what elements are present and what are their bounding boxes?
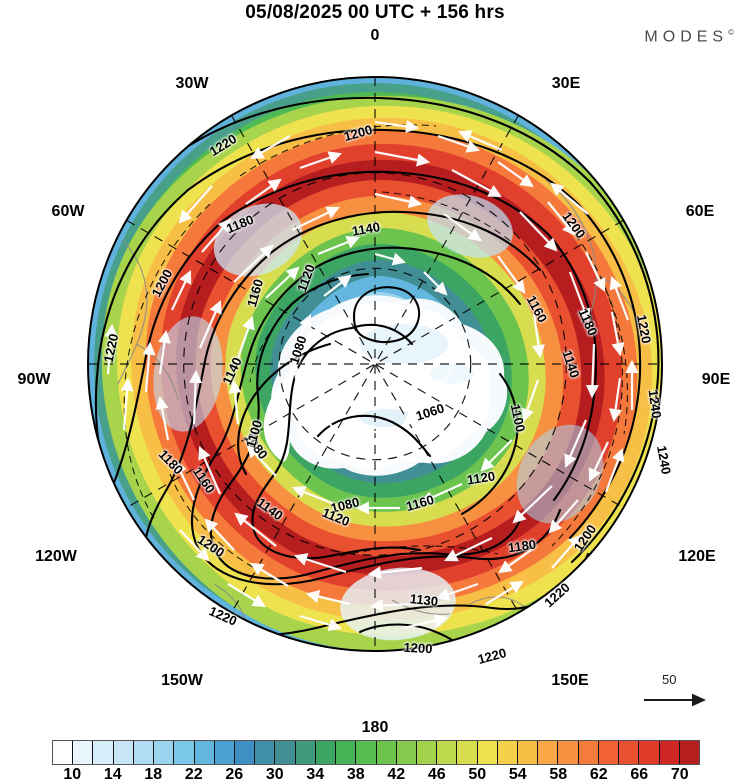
colorbar-cell xyxy=(295,741,316,764)
colorbar-tick: 30 xyxy=(265,766,284,783)
colorbar-tick: 50 xyxy=(468,766,487,783)
reference-vector: 50 xyxy=(640,672,730,712)
longitude-label: 60W xyxy=(51,203,85,220)
colorbar-cell xyxy=(73,741,94,764)
colorbar-cell xyxy=(457,741,478,764)
longitude-label: 90E xyxy=(701,371,731,388)
colorbar-tick-labels: 10 14 18 22 26 30 34 38 42 46 50 54 58 62 66 70 xyxy=(52,765,700,783)
colorbar-cell xyxy=(396,741,417,764)
colorbar: 10 14 18 22 26 30 34 38 42 46 50 54 58 62 66 70 xyxy=(52,740,700,783)
colorbar-tick: 58 xyxy=(549,766,568,783)
colorbar-cell xyxy=(315,741,337,764)
longitude-label: 120W xyxy=(35,548,77,565)
colorbar-tick: 70 xyxy=(670,766,689,783)
colorbar-tick: 14 xyxy=(103,766,122,783)
reference-vector-label: 50 xyxy=(662,672,677,687)
colorbar-cell xyxy=(93,741,114,764)
copyright-mark: © xyxy=(728,28,734,37)
colorbar-cell xyxy=(679,741,699,764)
colorbar-cell xyxy=(275,741,296,764)
colorbar-cell xyxy=(497,741,519,764)
map-shading-group xyxy=(88,77,662,651)
colorbar-cell xyxy=(578,741,599,764)
longitude-label: 150E xyxy=(551,672,589,689)
colorbar-cell xyxy=(214,741,235,764)
colorbar-cell xyxy=(356,741,377,764)
longitude-label: 90W xyxy=(17,371,51,388)
globe-outline xyxy=(87,76,663,652)
colorbar-cell xyxy=(619,741,640,764)
colorbar-cell xyxy=(376,741,397,764)
colorbar-tick: 26 xyxy=(225,766,244,783)
colorbar-cell xyxy=(255,741,276,764)
colorbar-tick: 54 xyxy=(508,766,527,783)
colorbar-cell xyxy=(598,741,620,764)
colorbar-tick: 18 xyxy=(144,766,163,783)
colorbar-tick: 38 xyxy=(346,766,365,783)
colorbar-cell xyxy=(113,741,134,764)
longitude-label: 180 xyxy=(361,719,389,736)
colorbar-cell xyxy=(477,741,498,764)
wind-vectors xyxy=(104,119,639,632)
colorbar-tick: 46 xyxy=(427,766,446,783)
longitude-label: 30W xyxy=(175,75,209,92)
colorbar-cell xyxy=(194,741,215,764)
contour-label: 1200 xyxy=(403,639,433,657)
colorbar-tick: 62 xyxy=(589,766,608,783)
colorbar-cell xyxy=(558,741,579,764)
colorbar-cell xyxy=(234,741,256,764)
colorbar-tick: 66 xyxy=(630,766,649,783)
colorbar-cell xyxy=(174,741,195,764)
colorbar-cell xyxy=(154,741,175,764)
longitude-label: 0 xyxy=(370,27,380,44)
colorbar-cell xyxy=(437,741,458,764)
polar-map-panel: 1060 1080 1080 1080 1100 1100 1120 1120 1120 1130… xyxy=(0,27,750,736)
colorbar-cell xyxy=(416,741,438,764)
modes-logo: MODES© xyxy=(644,28,734,46)
colorbar-tick: 42 xyxy=(387,766,406,783)
longitude-label: 120E xyxy=(678,548,716,565)
colorbar-cell xyxy=(538,741,559,764)
brand-text: MODES xyxy=(644,28,729,46)
colorbar-tick: 10 xyxy=(63,766,82,783)
contour-label: 1130 xyxy=(409,591,439,609)
colorbar-cell xyxy=(659,741,680,764)
colorbar-swatches xyxy=(52,740,700,765)
longitude-label: 150W xyxy=(161,672,203,689)
colorbar-tick: 22 xyxy=(184,766,203,783)
polar-map-svg xyxy=(87,76,663,652)
colorbar-cell xyxy=(336,741,357,764)
longitude-label: 60E xyxy=(685,203,715,220)
colorbar-cell xyxy=(133,741,155,764)
colorbar-cell xyxy=(518,741,539,764)
page-title: 05/08/2025 00 UTC + 156 hrs xyxy=(245,2,505,23)
longitude-label: 30E xyxy=(551,75,581,92)
colorbar-tick: 34 xyxy=(306,766,325,783)
colorbar-cell xyxy=(639,741,660,764)
colorbar-cell xyxy=(53,741,74,764)
reference-vector-arrow xyxy=(644,693,706,707)
